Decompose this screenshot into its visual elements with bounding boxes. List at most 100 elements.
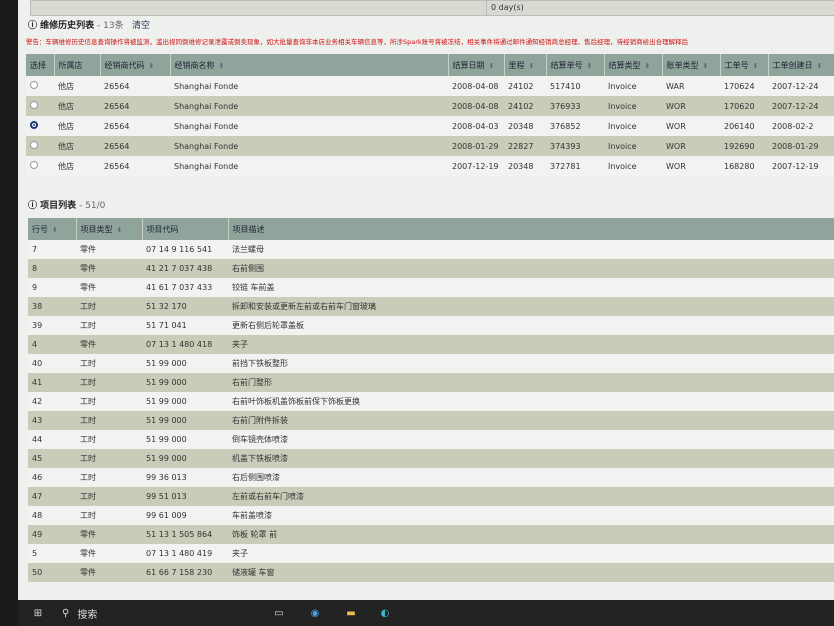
- cell-desc: 储液罐 车窗: [228, 563, 834, 582]
- table-row[interactable]: 45 工时 51 99 000 机盖下铁板喷漆: [28, 449, 834, 468]
- column-header[interactable]: 工单号 ⬍: [720, 54, 769, 76]
- sort-icon[interactable]: ⬍: [116, 225, 123, 234]
- column-header[interactable]: 项目类型 ⬍: [76, 218, 143, 240]
- table-row[interactable]: 5 零件 07 13 1 480 419 夹子: [28, 544, 834, 563]
- items-section-title: ⓘ 项目列表 - 51/0: [28, 201, 106, 211]
- table-row[interactable]: 47 工时 99 51 013 左前或右前车门喷漆: [28, 487, 834, 506]
- column-header[interactable]: 项目描述: [228, 218, 834, 240]
- cell-line: 43: [28, 411, 76, 430]
- table-row[interactable]: 4 零件 07 13 1 480 418 夹子: [28, 335, 834, 354]
- cell-date: 2008-04-08: [448, 96, 504, 116]
- table-row[interactable]: 41 工时 51 99 000 右前门整形: [28, 373, 834, 392]
- sort-icon[interactable]: ⬍: [52, 225, 58, 234]
- cell-mileage: 24102: [504, 76, 546, 96]
- radio-button[interactable]: [30, 121, 38, 129]
- table-row[interactable]: 44 工时 51 99 000 倒车镜壳体喷漆: [28, 430, 834, 449]
- radio-button[interactable]: [30, 141, 38, 149]
- table-row[interactable]: 9 零件 41 61 7 037 433 铰链 车前盖: [28, 278, 834, 297]
- table-row[interactable]: 他店 26564 Shanghai Fonde 2008-04-03 20348 3768…: [26, 116, 834, 136]
- table-row[interactable]: 49 零件 51 13 1 505 864 饰板 轮罩 前: [28, 525, 834, 544]
- clear-button[interactable]: 清空: [132, 21, 151, 31]
- folder-icon[interactable]: ▬: [346, 607, 356, 619]
- select-cell[interactable]: [26, 76, 54, 96]
- cell-code: 51 32 170: [142, 297, 228, 316]
- cell-desc: 右前侧围: [228, 259, 834, 278]
- column-header[interactable]: 账单类型 ⬍: [662, 54, 721, 76]
- column-label: 工单创建日: [772, 60, 813, 70]
- table-row[interactable]: 他店 26564 Shanghai Fonde 2008-04-08 24102 3769…: [26, 96, 834, 116]
- table-row[interactable]: 48 工时 99 61 009 车前盖喷漆: [28, 506, 834, 525]
- cell-date: 2007-12-19: [448, 156, 504, 176]
- column-header[interactable]: 结算单号 ⬍: [546, 54, 605, 76]
- cell-code: 51 99 000: [142, 392, 228, 411]
- radio-button[interactable]: [30, 161, 38, 169]
- column-header[interactable]: 结算日期 ⬍: [448, 54, 505, 76]
- column-label: 工单号: [724, 60, 749, 70]
- column-header[interactable]: 经销商名称 ⬍: [170, 54, 449, 76]
- cell-desc: 车前盖喷漆: [228, 506, 834, 525]
- task-view-icon[interactable]: ▭: [274, 607, 284, 619]
- cell-code: 99 51 013: [142, 487, 228, 506]
- select-cell[interactable]: [26, 156, 54, 176]
- column-header[interactable]: 工单创建日 ⬍: [768, 54, 834, 76]
- column-header[interactable]: 项目代码: [142, 218, 229, 240]
- cell-type: 零件: [76, 544, 142, 563]
- cell-desc: 饰板 轮罩 前: [228, 525, 834, 544]
- items-title: 项目列表: [40, 201, 77, 211]
- column-header[interactable]: 经销商代码 ⬍: [100, 54, 171, 76]
- sort-icon[interactable]: ⬍: [752, 61, 759, 70]
- column-header[interactable]: 里程 ⬍: [504, 54, 547, 76]
- cell-code: 07 14 9 116 541: [142, 240, 228, 259]
- cell-type: 零件: [76, 525, 142, 544]
- cell-name: Shanghai Fonde: [170, 136, 448, 156]
- cell-code: 99 36 013: [142, 468, 228, 487]
- table-row[interactable]: 46 工时 99 36 013 右后侧围喷漆: [28, 468, 834, 487]
- table-row[interactable]: 他店 26564 Shanghai Fonde 2008-01-29 22827 3743…: [26, 136, 834, 156]
- cell-code: 41 21 7 037 438: [142, 259, 228, 278]
- table-row[interactable]: 42 工时 51 99 000 右前叶饰板机盖饰板前保下饰板更换: [28, 392, 834, 411]
- radio-button[interactable]: [30, 81, 38, 89]
- cell-type: 零件: [76, 240, 142, 259]
- table-row[interactable]: 38 工时 51 32 170 拆卸和安装或更新左前或右前车门窗玻璃: [28, 297, 834, 316]
- select-cell[interactable]: [26, 96, 54, 116]
- cell-settle_no: 376933: [546, 96, 604, 116]
- column-header[interactable]: 结算类型 ⬍: [604, 54, 663, 76]
- column-header[interactable]: 行号 ⬍: [28, 218, 77, 240]
- windows-start-icon[interactable]: ⊞: [33, 607, 43, 619]
- cell-bill_type: WOR: [662, 96, 720, 116]
- sort-icon[interactable]: ⬍: [488, 61, 495, 70]
- sort-icon[interactable]: ⬍: [218, 61, 225, 70]
- cell-type: 工时: [76, 354, 142, 373]
- table-row[interactable]: 7 零件 07 14 9 116 541 法兰螺母: [28, 240, 834, 259]
- table-row[interactable]: 43 工时 51 99 000 右前门附件拆装: [28, 411, 834, 430]
- sort-icon[interactable]: ⬍: [148, 61, 155, 70]
- cell-settle_no: 374393: [546, 136, 604, 156]
- cell-line: 39: [28, 316, 76, 335]
- days-value: 0 day(s): [491, 3, 524, 12]
- table-row[interactable]: 8 零件 41 21 7 037 438 右前侧围: [28, 259, 834, 278]
- cell-bill_type: WOR: [662, 136, 720, 156]
- column-header[interactable]: 所属店: [54, 54, 101, 76]
- sort-icon[interactable]: ⬍: [816, 61, 823, 70]
- table-row[interactable]: 40 工时 51 99 000 前挡下铁板整形: [28, 354, 834, 373]
- cell-type: 零件: [76, 563, 142, 582]
- select-cell[interactable]: [26, 116, 54, 136]
- sort-icon[interactable]: ⬍: [644, 61, 651, 70]
- column-header[interactable]: 选择: [26, 54, 55, 76]
- cell-line: 45: [28, 449, 76, 468]
- edge-icon[interactable]: ◐: [380, 607, 390, 619]
- taskbar-search[interactable]: ⚲ 搜索: [62, 600, 202, 626]
- table-row[interactable]: 39 工时 51 71 041 更新右侧后轮罩盖板: [28, 316, 834, 335]
- table-row[interactable]: 他店 26564 Shanghai Fonde 2007-12-19 20348 3727…: [26, 156, 834, 176]
- sort-icon[interactable]: ⬍: [586, 61, 593, 70]
- select-cell[interactable]: [26, 136, 54, 156]
- cell-wo: 206140: [720, 116, 768, 136]
- cell-desc: 更新右侧后轮罩盖板: [228, 316, 834, 335]
- search-icon: ⚲: [62, 607, 70, 619]
- table-row[interactable]: 他店 26564 Shanghai Fonde 2008-04-08 24102 5174…: [26, 76, 834, 96]
- browser-icon[interactable]: ◉: [310, 607, 320, 619]
- table-row[interactable]: 50 零件 61 66 7 158 230 储液罐 车窗: [28, 563, 834, 582]
- sort-icon[interactable]: ⬍: [528, 61, 535, 70]
- radio-button[interactable]: [30, 101, 38, 109]
- sort-icon[interactable]: ⬍: [702, 61, 709, 70]
